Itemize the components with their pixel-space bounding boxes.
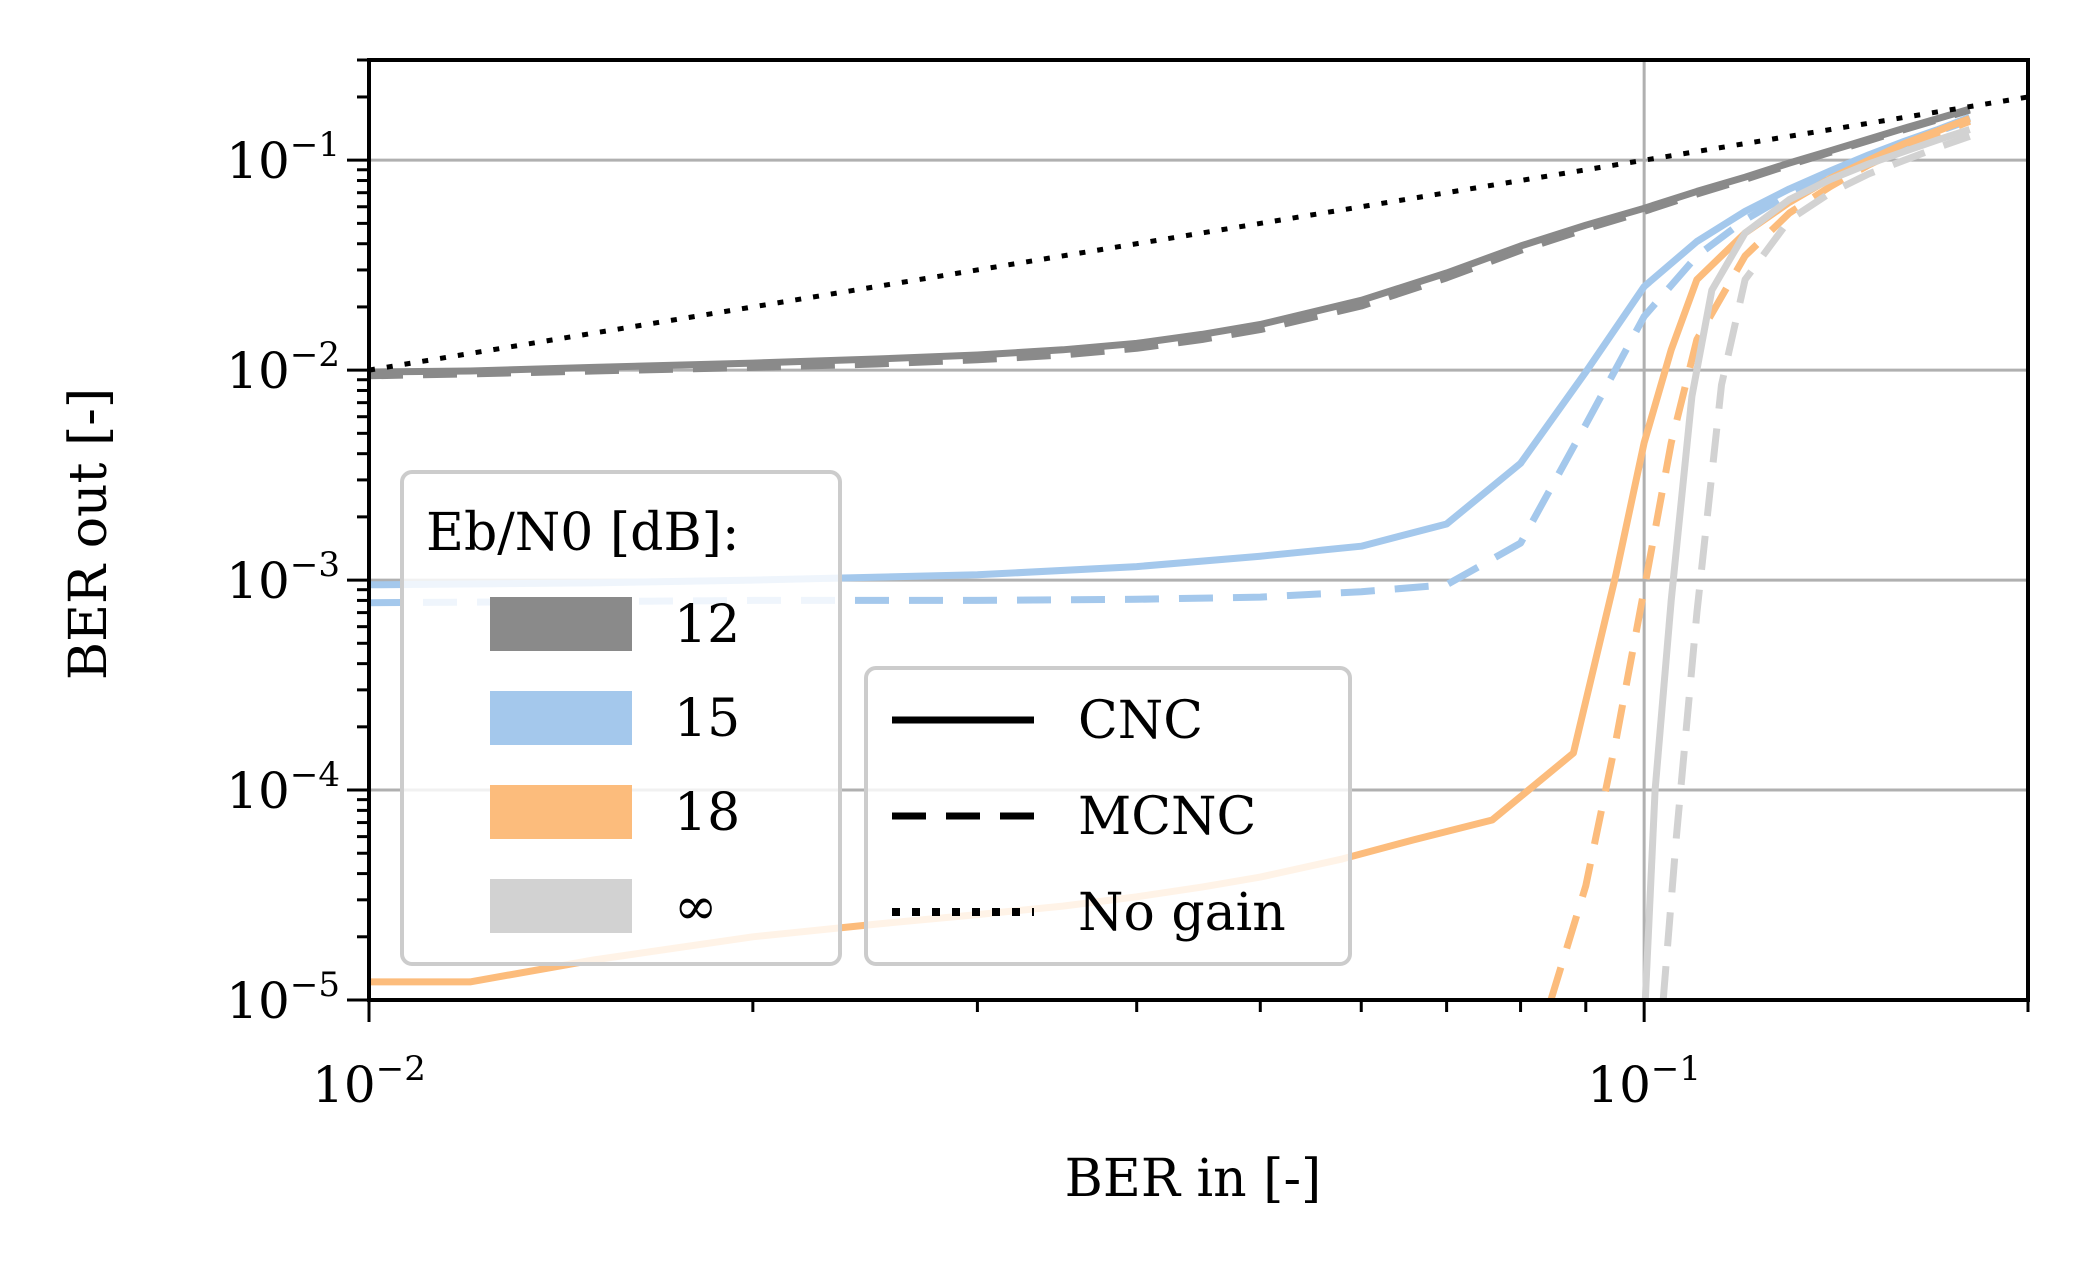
legend-patch-18 [490,785,632,839]
legend-label-solid: CNC [1078,691,1203,751]
x-tick-label-0: 10−2 [312,1049,426,1114]
series-line-18-dashed [1547,118,1971,1002]
tick-labels: 10−2 10−1 10−5 10−4 10−3 10−2 10−1 [226,125,1701,1114]
series-line-inf-dashed [1659,132,1971,1001]
legend-label-12: 12 [674,595,740,655]
legend-ebn0: Eb/N0 [dB]: 12 15 18 ∞ [400,470,842,966]
series-line-inf-solid [1641,126,1971,1001]
y-tick-label-2: 10−3 [226,545,340,610]
legend-ebn0-title: Eb/N0 [dB]: [426,503,739,563]
legend-style: CNC MCNC No gain [864,666,1352,966]
legend-patch-12 [490,597,632,651]
series-line-12-dashed [368,106,1971,380]
legend-label-dotted: No gain [1078,883,1286,943]
legend-label-18: 18 [674,783,740,843]
legend-label-15: 15 [674,689,740,749]
y-tick-label-4: 10−1 [226,125,340,190]
legend-patch-15 [490,691,632,745]
y-tick-label-3: 10−2 [226,335,340,400]
legend-label-inf: ∞ [674,877,717,937]
legend-patch-inf [490,879,632,933]
plot-frame [367,58,2030,1002]
series-line-12-solid [368,105,1971,376]
x-tick-label-1: 10−1 [1587,1049,1701,1114]
legend-label-dashed: MCNC [1078,787,1256,847]
x-axis-label: BER in [-] [1065,1149,1322,1209]
legend-style-box [864,666,1352,966]
series-group [368,94,2029,1002]
y-tick-label-0: 10−5 [226,965,340,1030]
y-tick-label-1: 10−4 [226,755,340,820]
y-axis-label: BER out [-] [59,388,119,680]
